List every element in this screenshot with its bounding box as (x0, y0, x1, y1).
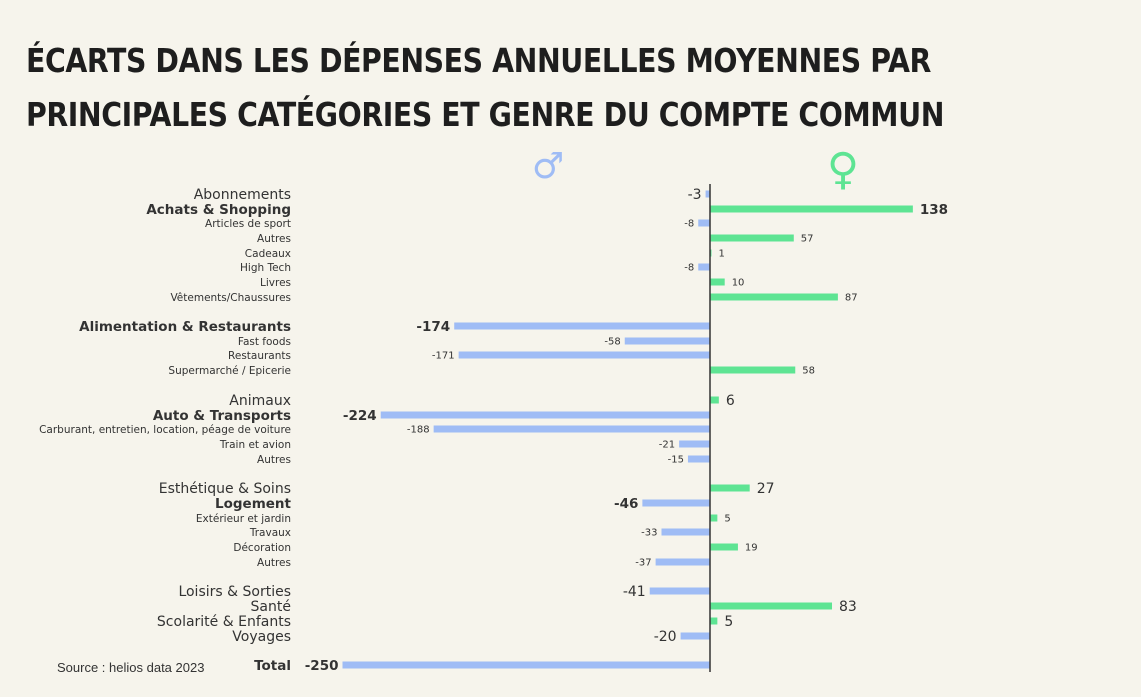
value-label: 87 (845, 293, 858, 304)
category-label: Alimentation & Restaurants (79, 319, 291, 335)
bar (710, 366, 796, 374)
value-label: -20 (654, 629, 677, 645)
category-label: Loisirs & Sorties (178, 584, 291, 600)
value-label: -250 (305, 658, 339, 674)
female-symbol-icon: ♀ (827, 144, 859, 195)
value-label: -171 (432, 351, 455, 362)
male-symbol-icon: ♂ (532, 146, 564, 187)
category-label: Travaux (249, 527, 291, 539)
value-label: 10 (732, 278, 745, 289)
value-label: -46 (614, 496, 638, 512)
source-note: Source : helios data 2023 (57, 660, 205, 675)
category-label: Total (254, 658, 291, 674)
bar (710, 205, 913, 213)
value-label: -37 (635, 558, 651, 569)
category-label: Supermarché / Epicerie (168, 365, 291, 377)
value-label: 57 (801, 234, 814, 245)
category-label: Auto & Transports (153, 408, 291, 424)
bar (698, 263, 710, 271)
value-label: -3 (688, 187, 702, 203)
bar (655, 558, 710, 566)
category-label: Vêtements/Chaussures (170, 292, 291, 304)
bar (649, 587, 710, 595)
value-label: 1 (718, 249, 724, 260)
bar (458, 351, 710, 359)
value-label: -21 (659, 440, 675, 451)
category-label: Esthétique & Soins (159, 481, 291, 497)
value-label: -174 (416, 319, 450, 335)
value-label: 19 (745, 543, 758, 554)
bar (710, 617, 718, 625)
chart-title-line-1: ÉCARTS DANS LES DÉPENSES ANNUELLES MOYEN… (26, 41, 931, 80)
bar (705, 190, 710, 198)
bars-group (342, 190, 913, 669)
bar (710, 396, 719, 404)
category-label: Restaurants (228, 350, 291, 362)
chart-title-line-2: PRINCIPALES CATÉGORIES ET GENRE DU COMPT… (26, 95, 945, 134)
category-label: Scolarité & Enfants (157, 614, 291, 630)
category-label: Voyages (232, 629, 291, 645)
value-label: 5 (724, 614, 733, 630)
value-label: -8 (684, 263, 694, 274)
category-label: Cadeaux (245, 248, 291, 260)
bar (698, 219, 710, 227)
bar (710, 278, 725, 286)
category-label: Logement (215, 496, 292, 512)
bar (687, 455, 710, 463)
category-label: Abonnements (194, 187, 291, 203)
bar (710, 293, 838, 301)
category-label: Carburant, entretien, location, péage de… (39, 424, 291, 436)
value-label: -8 (684, 219, 694, 230)
bar (679, 440, 710, 448)
value-label: -188 (407, 425, 430, 436)
category-label: Extérieur et jardin (196, 513, 291, 525)
value-label: -58 (604, 337, 620, 348)
legend: ♂ ♀ (532, 144, 859, 195)
value-label: -224 (343, 408, 377, 424)
category-label: Autres (257, 233, 291, 245)
category-label: High Tech (240, 262, 291, 274)
category-label: Autres (257, 454, 291, 466)
category-label: Fast foods (238, 336, 291, 348)
value-label: -33 (641, 528, 657, 539)
category-label: Articles de sport (205, 218, 291, 230)
category-label: Santé (251, 599, 291, 615)
category-label: Autres (257, 557, 291, 569)
category-label: Animaux (229, 393, 291, 409)
bar (433, 425, 710, 433)
bar (680, 632, 710, 640)
category-label: Achats & Shopping (146, 202, 291, 218)
category-label: Décoration (233, 542, 291, 554)
bar (380, 411, 710, 419)
value-label: 58 (802, 366, 815, 377)
value-label: 5 (724, 514, 730, 525)
value-label: -15 (668, 455, 684, 466)
bar (710, 234, 794, 242)
value-label: -41 (623, 584, 646, 600)
bar (642, 499, 710, 507)
bar (710, 543, 738, 551)
chart-title: ÉCARTS DANS LES DÉPENSES ANNUELLES MOYEN… (26, 34, 944, 142)
bar (624, 337, 710, 345)
value-label: 6 (726, 393, 735, 409)
value-labels-group: -3 138 -8 57 1 -8 10 87 -174 -58 -171 58 6 -224 -188 -2… (305, 187, 948, 674)
category-label: Livres (260, 277, 291, 289)
bar (342, 661, 710, 669)
value-label: 138 (920, 202, 948, 218)
value-label: 83 (839, 599, 857, 615)
bar (710, 514, 718, 522)
category-label: Train et avion (219, 439, 291, 451)
bar (710, 602, 833, 610)
bar (710, 484, 750, 492)
bar (661, 528, 710, 536)
bar (454, 322, 710, 330)
value-label: 27 (757, 481, 775, 497)
